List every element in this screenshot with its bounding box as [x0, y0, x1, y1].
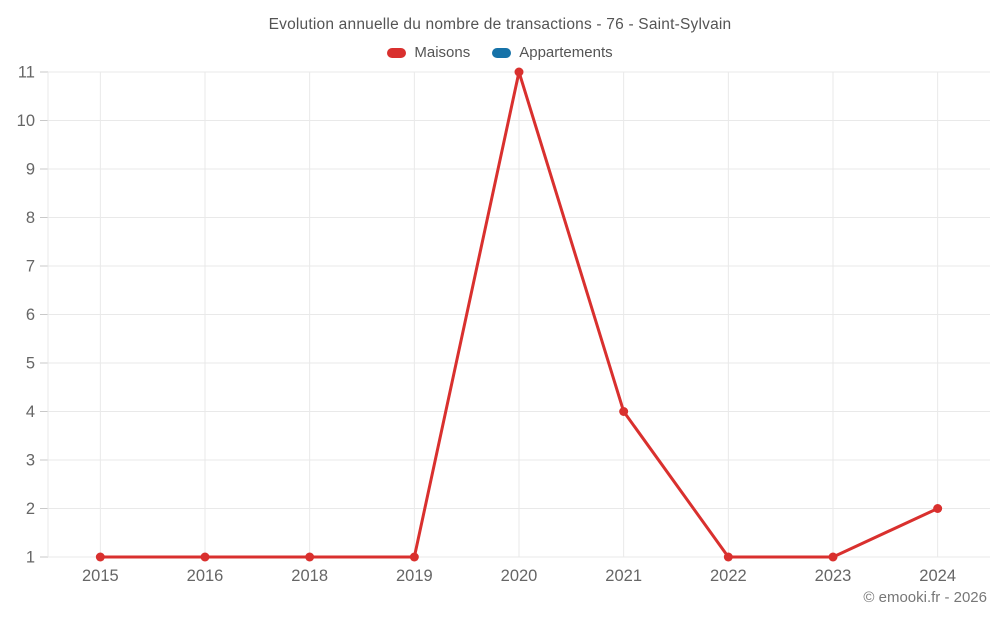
legend-swatch-maisons — [387, 47, 407, 58]
x-axis-label: 2020 — [501, 567, 538, 585]
x-axis-label: 2022 — [710, 567, 747, 585]
data-point[interactable] — [305, 552, 315, 562]
chart-title: Evolution annuelle du nombre de transact… — [268, 16, 732, 33]
y-axis-label: 10 — [17, 112, 35, 130]
legend-item-appartements[interactable]: Appartements — [492, 44, 613, 61]
y-axis-label: 8 — [26, 209, 35, 227]
y-axis-label: 2 — [26, 500, 35, 518]
legend-item-maisons[interactable]: Maisons — [387, 44, 470, 61]
y-axis-label: 6 — [26, 306, 35, 324]
x-axis-label: 2019 — [396, 567, 433, 585]
data-point[interactable] — [514, 67, 524, 77]
y-axis-label: 4 — [26, 403, 35, 421]
x-axis-label: 2021 — [605, 567, 642, 585]
y-axis-label: 11 — [18, 64, 35, 82]
data-point[interactable] — [200, 552, 210, 562]
x-axis-label: 2015 — [82, 567, 119, 585]
data-point[interactable] — [723, 552, 733, 562]
data-point[interactable] — [828, 552, 838, 562]
y-axis-label: 9 — [26, 161, 35, 179]
data-point[interactable] — [95, 552, 105, 562]
y-axis-label: 7 — [26, 258, 35, 276]
y-axis-label: 1 — [26, 549, 35, 567]
legend-swatch-appartements — [492, 47, 512, 58]
data-point[interactable] — [933, 504, 943, 513]
data-point[interactable] — [619, 407, 629, 416]
x-axis-label: 2016 — [187, 567, 224, 585]
y-axis-label: 3 — [26, 452, 35, 470]
x-axis-label: 2018 — [291, 567, 328, 585]
legend: Maisons Appartements — [0, 44, 1000, 61]
data-point[interactable] — [409, 552, 419, 562]
x-axis-label: 2024 — [919, 567, 956, 585]
copyright: © emooki.fr - 2026 — [863, 589, 987, 606]
y-axis-label: 5 — [26, 355, 35, 373]
legend-label-appartements: Appartements — [519, 44, 613, 61]
x-axis-label: 2023 — [815, 567, 852, 585]
legend-label-maisons: Maisons — [414, 44, 471, 61]
